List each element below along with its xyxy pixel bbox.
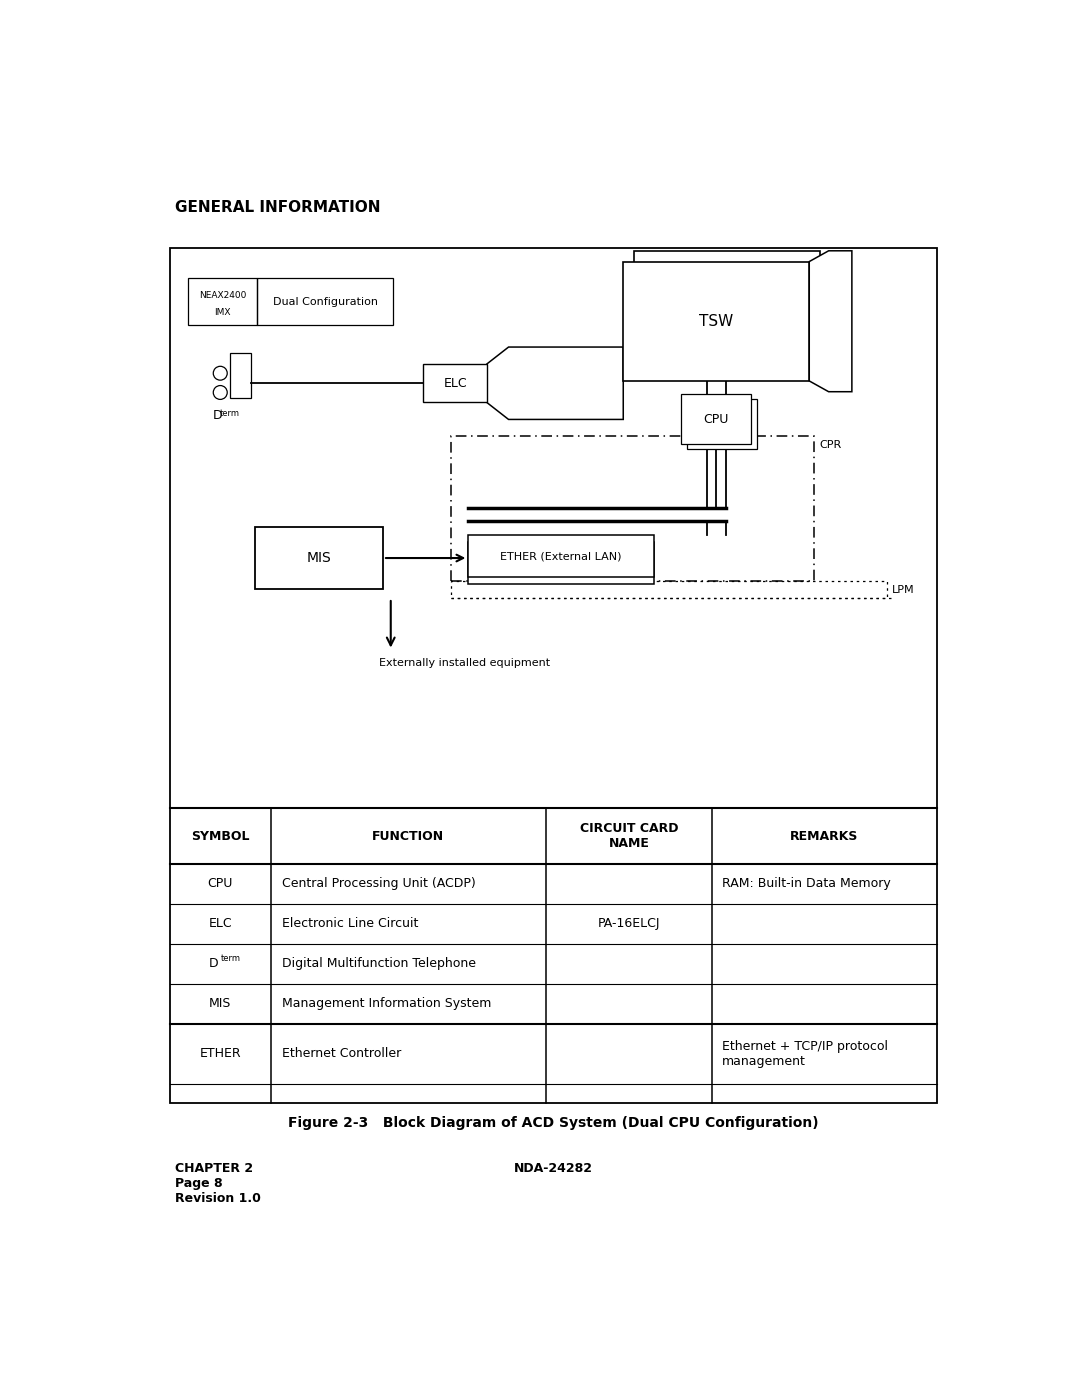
Bar <box>469 542 654 584</box>
Text: CPR: CPR <box>820 440 841 450</box>
Text: term: term <box>220 409 240 419</box>
Text: CHAPTER 2
Page 8
Revision 1.0: CHAPTER 2 Page 8 Revision 1.0 <box>175 1162 261 1206</box>
Text: RAM: Built-in Data Memory: RAM: Built-in Data Memory <box>721 877 890 890</box>
Bar <box>451 436 814 581</box>
Text: REMARKS: REMARKS <box>789 830 859 842</box>
Text: D: D <box>213 409 222 422</box>
Text: Digital Multifunction Telephone: Digital Multifunction Telephone <box>282 957 476 971</box>
Bar <box>423 365 487 402</box>
Text: MIS: MIS <box>307 550 332 564</box>
Text: Dual Configuration: Dual Configuration <box>273 296 378 306</box>
Text: Central Processing Unit (ACDP): Central Processing Unit (ACDP) <box>282 877 476 890</box>
Text: term: term <box>221 954 241 963</box>
Text: MIS: MIS <box>210 997 231 1010</box>
Bar <box>230 353 252 398</box>
Bar <box>469 535 654 577</box>
Text: ETHER (External LAN): ETHER (External LAN) <box>500 550 622 562</box>
Text: Ethernet Controller: Ethernet Controller <box>282 1048 402 1060</box>
Text: SYMBOL: SYMBOL <box>191 830 249 842</box>
Bar <box>257 278 393 326</box>
Text: ELC: ELC <box>208 918 232 930</box>
Text: Externally installed equipment: Externally installed equipment <box>379 658 550 668</box>
Bar <box>255 527 383 588</box>
Text: CPU: CPU <box>703 412 729 426</box>
Text: CPU: CPU <box>207 877 233 890</box>
Text: Figure 2-3   Block Diagram of ACD System (Dual CPU Configuration): Figure 2-3 Block Diagram of ACD System (… <box>288 1116 819 1130</box>
Text: D: D <box>210 957 218 971</box>
Bar <box>623 261 809 381</box>
Text: LPM: LPM <box>891 584 914 595</box>
Text: PA-16ELCJ: PA-16ELCJ <box>598 918 660 930</box>
Text: ELC: ELC <box>443 377 467 390</box>
Bar <box>681 394 751 444</box>
Text: Ethernet + TCP/IP protocol
management: Ethernet + TCP/IP protocol management <box>721 1039 888 1067</box>
Text: GENERAL INFORMATION: GENERAL INFORMATION <box>175 200 381 215</box>
Text: Electronic Line Circuit: Electronic Line Circuit <box>282 918 419 930</box>
Text: NDA-24282: NDA-24282 <box>514 1162 593 1175</box>
Bar <box>634 251 820 370</box>
Text: FUNCTION: FUNCTION <box>373 830 444 842</box>
Bar <box>451 581 887 598</box>
Bar <box>188 278 257 326</box>
Text: TSW: TSW <box>699 314 733 328</box>
Text: IMX: IMX <box>214 307 231 317</box>
Bar <box>687 400 757 450</box>
Text: CIRCUIT CARD
NAME: CIRCUIT CARD NAME <box>580 821 678 849</box>
Bar <box>170 249 937 1104</box>
Polygon shape <box>487 346 623 419</box>
Polygon shape <box>809 251 852 391</box>
Text: Management Information System: Management Information System <box>282 997 491 1010</box>
Text: NEAX2400: NEAX2400 <box>199 292 246 300</box>
Text: ETHER: ETHER <box>200 1048 241 1060</box>
